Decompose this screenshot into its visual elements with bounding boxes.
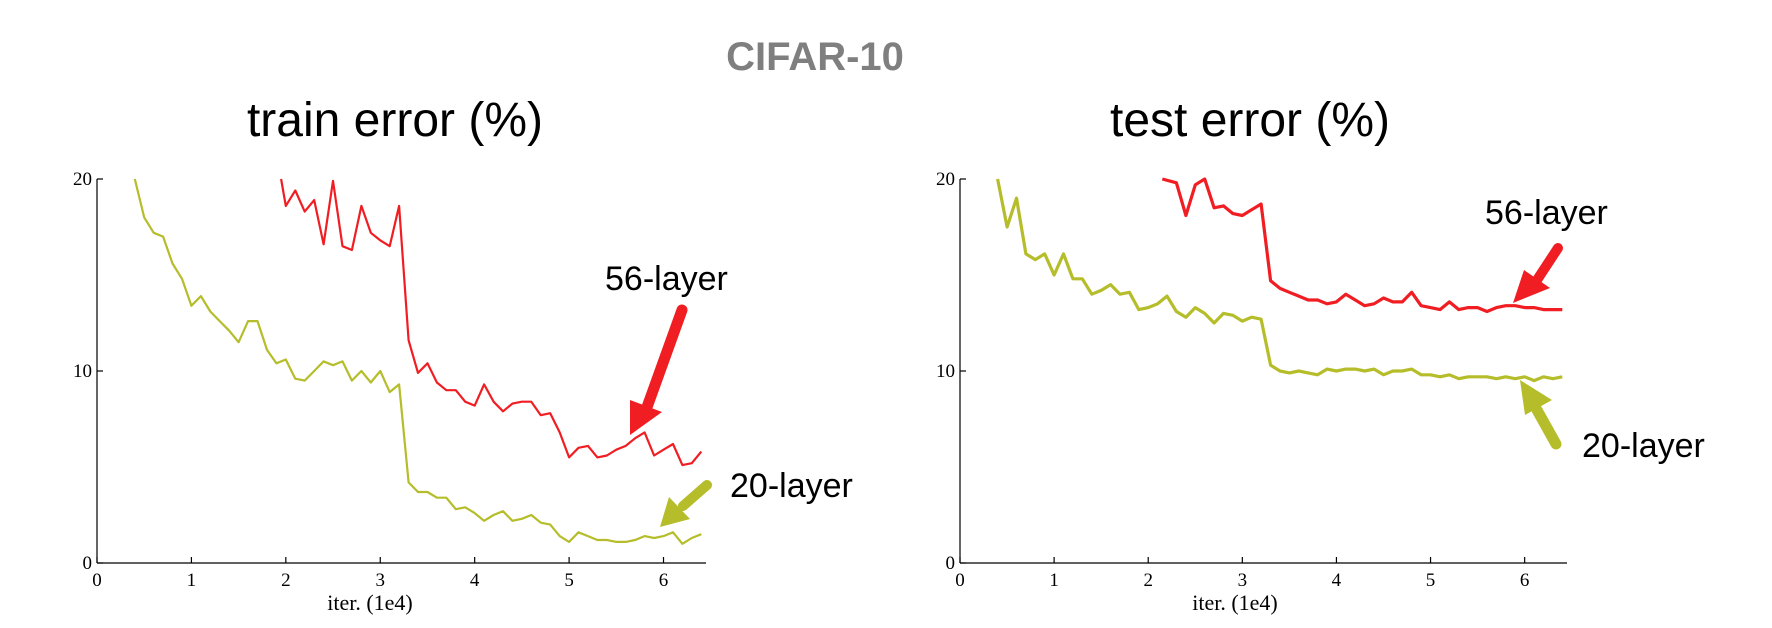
x-tick-label: 6: [1520, 570, 1530, 591]
x-tick-label: 3: [376, 570, 386, 591]
annotation-20-layer: 20-layer: [730, 467, 853, 505]
arrow-20-layer: [1520, 380, 1562, 450]
panel-title: test error (%): [1110, 94, 1390, 147]
x-tick-label: 5: [1426, 570, 1436, 591]
y-tick-label: 10: [936, 361, 955, 382]
y-tick-label: 0: [83, 553, 93, 574]
series-group: [133, 178, 703, 545]
x-tick-label: 4: [470, 570, 480, 591]
x-tick-label: 5: [564, 570, 574, 591]
train-error-panel: train error (%) 0 1 2 3 4 5 6 0 10 20 iter. (1e4)…: [73, 94, 853, 615]
x-axis-label: iter. (1e4): [1192, 590, 1278, 615]
y-tick-label: 20: [73, 169, 92, 190]
x-tick-label: 4: [1332, 570, 1342, 591]
figure-title: CIFAR-10: [726, 35, 904, 79]
series-line-56-layer: [1161, 177, 1563, 314]
x-tick-label: 0: [92, 570, 102, 591]
arrow-56-layer: [630, 304, 688, 435]
annotation-20-layer: 20-layer: [1582, 427, 1705, 465]
arrow-20-layer: [660, 480, 712, 527]
series-group: [996, 177, 1563, 383]
annotation-56-layer: 56-layer: [605, 260, 728, 298]
series-line-20-layer: [133, 178, 702, 545]
x-tick-label: 6: [659, 570, 669, 591]
panel-title: train error (%): [247, 94, 543, 147]
x-axis-label: iter. (1e4): [327, 590, 413, 615]
series-line-20-layer: [996, 178, 1563, 383]
x-tick-label: 1: [187, 570, 197, 591]
series-line-56-layer: [280, 178, 703, 467]
x-tick-label: 2: [281, 570, 291, 591]
y-tick-label: 20: [936, 169, 955, 190]
y-tick-label: 0: [946, 553, 956, 574]
annotation-56-layer: 56-layer: [1485, 194, 1608, 232]
x-tick-label: 0: [955, 570, 965, 591]
arrow-56-layer: [1513, 243, 1563, 303]
x-tick-label: 1: [1049, 570, 1059, 591]
x-tick-label: 3: [1238, 570, 1248, 591]
x-tick-label: 2: [1143, 570, 1153, 591]
tick-group: 0 1 2 3 4 5 6 0 10 20: [73, 169, 668, 591]
tick-group: 0 1 2 3 4 5 6 0 10 20: [936, 169, 1529, 591]
y-tick-label: 10: [73, 361, 92, 382]
